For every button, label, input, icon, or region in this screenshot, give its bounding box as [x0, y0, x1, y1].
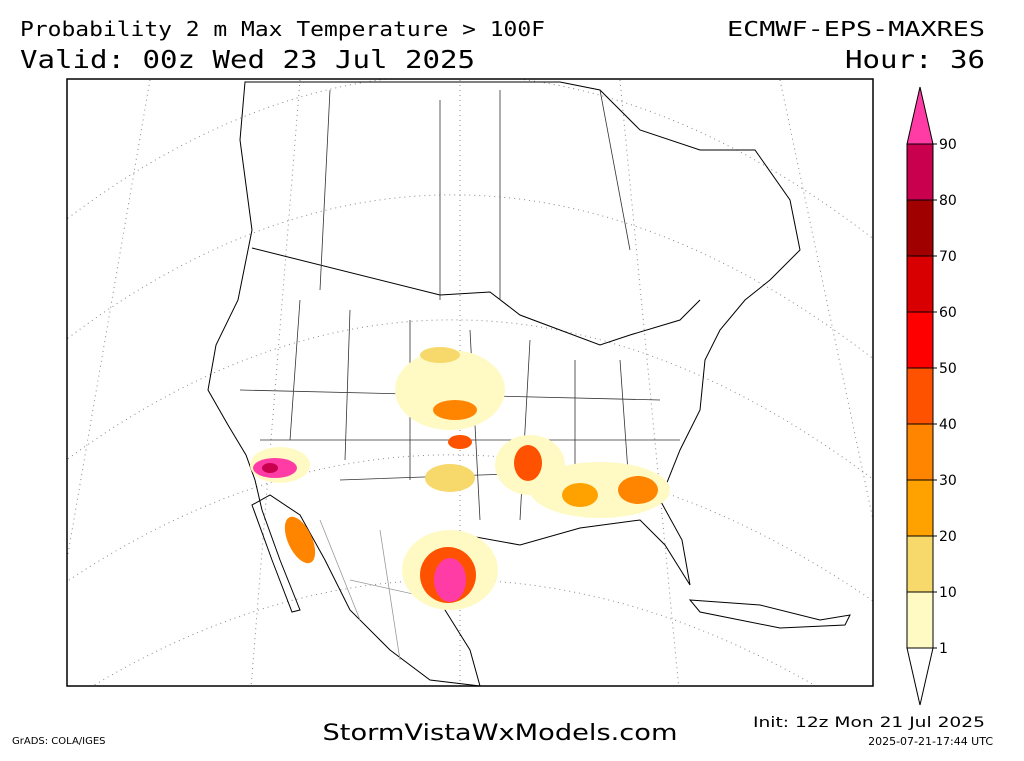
colorbar: 1 10 20 30 40 50 60 70 80 90	[906, 86, 957, 706]
map	[66, 78, 874, 687]
colorbar-segment	[906, 479, 934, 537]
colorbar-label: 10	[939, 585, 957, 601]
forecast-hour: Hour: 36	[845, 45, 985, 74]
colorbar-label: 50	[939, 361, 957, 377]
colorbar-bottom	[906, 647, 934, 706]
colorbar-segment	[906, 143, 934, 201]
colorbar-label: 40	[939, 417, 957, 433]
colorbar-segment	[906, 535, 934, 593]
colorbar-segment	[906, 591, 934, 649]
colorbar-segment	[906, 423, 934, 481]
colorbar-label: 80	[939, 193, 957, 209]
valid-time: Valid: 00z Wed 23 Jul 2025	[20, 45, 475, 74]
colorbar-segment	[906, 311, 934, 369]
grads-credit: GrADS: COLA/IGES	[12, 736, 106, 747]
coastline	[207, 81, 801, 686]
colorbar-top	[906, 86, 934, 145]
colorbar-label: 30	[939, 473, 957, 489]
colorbar-segment	[906, 367, 934, 425]
colorbar-label: 90	[939, 137, 957, 153]
colorbar-label: 20	[939, 529, 957, 545]
map-frame	[66, 78, 874, 687]
site-name: StormVistaWxModels.com	[323, 721, 678, 746]
colorbar-label: 60	[939, 305, 957, 321]
probability-shading	[250, 347, 670, 610]
colorbar-segment	[906, 199, 934, 257]
colorbar-segment	[906, 255, 934, 313]
colorbar-label: 70	[939, 249, 957, 265]
title: Probability 2 m Max Temperature > 100F	[20, 17, 545, 41]
model-name: ECMWF-EPS-MAXRES	[727, 17, 985, 41]
timestamp: 2025-07-21-17:44 UTC	[868, 735, 993, 748]
init-time: Init: 12z Mon 21 Jul 2025	[753, 715, 985, 731]
colorbar-label: 1	[939, 641, 948, 657]
